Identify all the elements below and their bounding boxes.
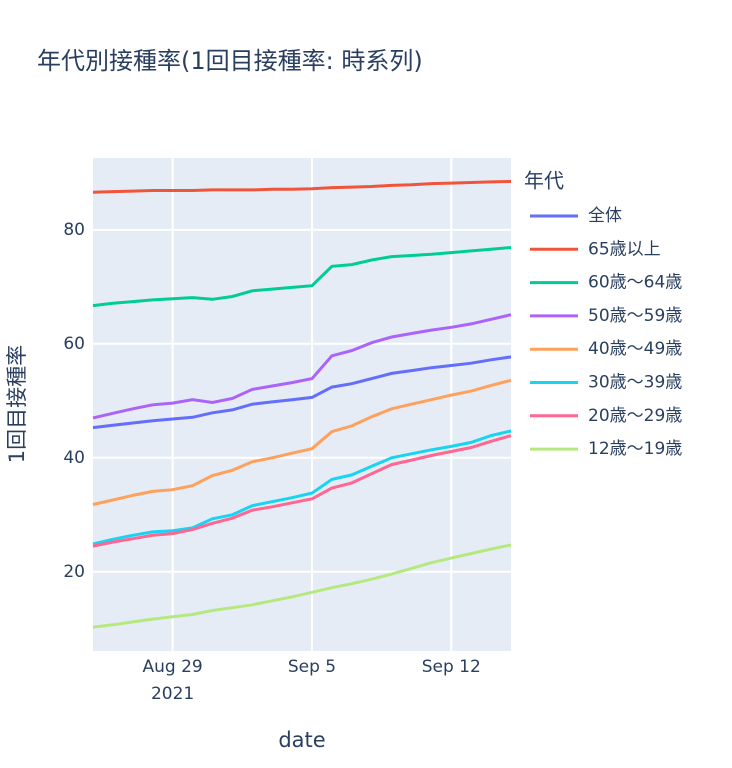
series-line bbox=[92, 313, 512, 420]
legend-label: 30歳～39歳 bbox=[588, 373, 682, 393]
y-tick-label: 60 bbox=[63, 334, 85, 354]
series-line bbox=[92, 179, 512, 194]
x-tick-label-line: 2021 bbox=[151, 684, 194, 704]
legend-title: 年代 bbox=[524, 169, 564, 193]
series-line bbox=[92, 355, 512, 430]
legend-label: 40歳～49歳 bbox=[588, 339, 682, 359]
legend-label: 60歳～64歳 bbox=[588, 273, 682, 293]
legend-label: 20歳～29歳 bbox=[588, 406, 682, 426]
series-line bbox=[92, 434, 512, 548]
y-axis-title: 1回目接種率 bbox=[5, 345, 29, 463]
legend-label: 12歳～19歳 bbox=[588, 439, 682, 459]
legend-label: 65歳以上 bbox=[588, 239, 661, 259]
x-tick-label-line: Sep 5 bbox=[288, 657, 336, 677]
series-line bbox=[92, 246, 512, 308]
x-tick-label-line: Sep 12 bbox=[422, 657, 481, 677]
x-tick-label-line: Aug 29 bbox=[143, 657, 203, 677]
legend-label: 全体 bbox=[588, 206, 622, 226]
x-tick-label: Sep 12 bbox=[422, 657, 481, 677]
series-line bbox=[92, 378, 512, 506]
y-tick-label: 20 bbox=[63, 562, 85, 582]
x-tick-label: Aug 29 2021 bbox=[143, 657, 203, 704]
series-line bbox=[92, 429, 512, 546]
legend-label: 50歳～59歳 bbox=[588, 306, 682, 326]
x-axis-title: date bbox=[278, 728, 325, 752]
chart-title: 年代別接種率(1回目接種率: 時系列) bbox=[37, 47, 423, 75]
series-line bbox=[92, 543, 512, 629]
y-tick-label: 80 bbox=[63, 220, 85, 240]
y-tick-label: 40 bbox=[63, 448, 85, 468]
x-tick-label: Sep 5 bbox=[288, 657, 336, 677]
